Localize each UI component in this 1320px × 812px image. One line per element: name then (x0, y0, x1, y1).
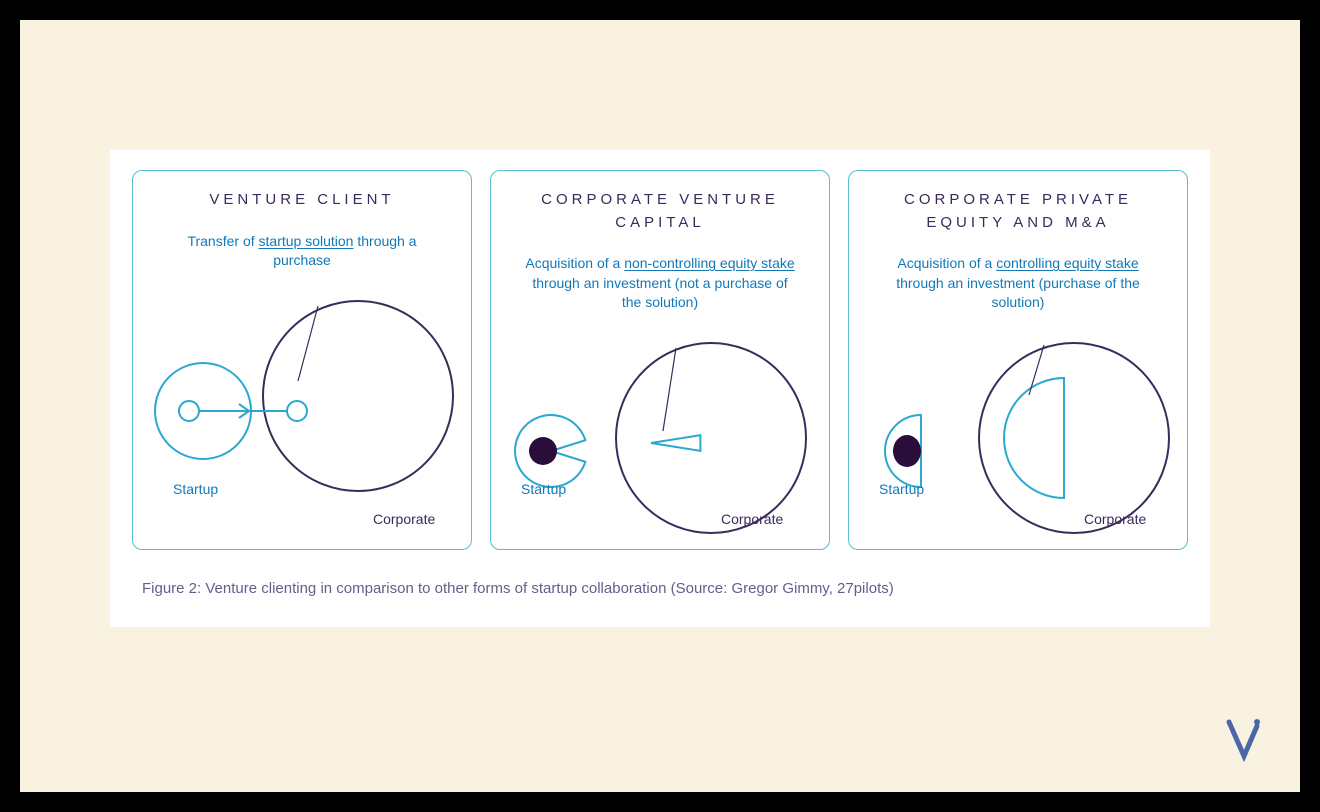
diagram-svg (133, 281, 473, 501)
desc-underline: startup solution (259, 233, 354, 249)
corporate-label: Corporate (373, 511, 435, 527)
panel-title: CORPORATE VENTURE CAPITAL (491, 171, 829, 234)
corporate-label: Corporate (721, 511, 783, 527)
startup-label: Startup (173, 481, 218, 497)
diagram-svg (491, 323, 831, 543)
slide-canvas: VENTURE CLIENT Transfer of startup solut… (20, 20, 1300, 792)
diagram-area (849, 323, 1187, 543)
startup-label: Startup (521, 481, 566, 497)
panel-desc: Acquisition of a controlling equity stak… (849, 234, 1187, 313)
desc-pre: Transfer of (187, 233, 258, 249)
desc-pre: Acquisition of a (897, 255, 996, 271)
desc-post: through an investment (not a purchase of… (532, 275, 787, 311)
desc-pre: Acquisition of a (525, 255, 624, 271)
panel-desc: Transfer of startup solution through a p… (133, 212, 471, 271)
panel-title: VENTURE CLIENT (133, 171, 471, 212)
corporate-label: Corporate (1084, 511, 1146, 527)
desc-underline: controlling equity stake (996, 255, 1138, 271)
panel-desc: Acquisition of a non-controlling equity … (491, 234, 829, 313)
panel-venture-client: VENTURE CLIENT Transfer of startup solut… (132, 170, 472, 550)
diagram-area (133, 281, 471, 501)
figure-panel: VENTURE CLIENT Transfer of startup solut… (110, 150, 1210, 627)
desc-post: through an investment (purchase of the s… (896, 275, 1140, 311)
panel-corporate-venture-capital: CORPORATE VENTURE CAPITAL Acquisition of… (490, 170, 830, 550)
panel-title: CORPORATE PRIVATE EQUITY AND M&A (849, 171, 1187, 234)
panels-row: VENTURE CLIENT Transfer of startup solut… (130, 170, 1190, 550)
figure-caption: Figure 2: Venture clienting in compariso… (142, 580, 1190, 597)
diagram-svg (849, 323, 1189, 543)
startup-label: Startup (879, 481, 924, 497)
diagram-area (491, 323, 829, 543)
brand-logo-icon (1224, 716, 1264, 764)
panel-corporate-private-equity: CORPORATE PRIVATE EQUITY AND M&A Acquisi… (848, 170, 1188, 550)
desc-underline: non-controlling equity stake (624, 255, 794, 271)
